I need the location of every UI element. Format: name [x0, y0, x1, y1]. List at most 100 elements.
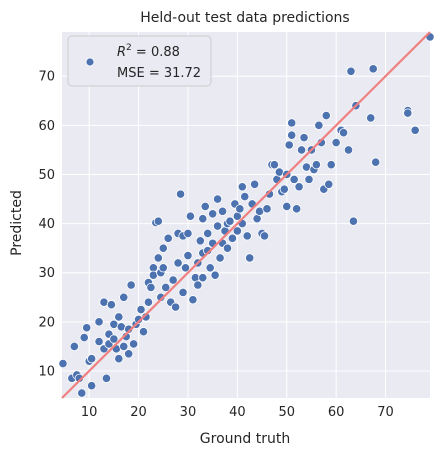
y-tick-label: 70 — [38, 70, 55, 85]
data-point — [289, 174, 299, 184]
y-tick-label: 10 — [38, 364, 55, 379]
data-point — [269, 160, 280, 170]
data-point — [403, 108, 413, 118]
y-tick-label: 60 — [38, 119, 55, 134]
data-point — [227, 233, 238, 243]
data-point — [178, 287, 188, 297]
data-point — [250, 179, 260, 189]
data-point — [143, 297, 154, 307]
data-point — [235, 204, 245, 214]
data-point — [198, 273, 208, 283]
data-point — [124, 349, 134, 359]
data-point — [212, 194, 223, 204]
data-point — [77, 388, 87, 398]
data-point — [114, 354, 124, 364]
data-point — [185, 211, 196, 221]
legend: R2 = 0.88 MSE = 31.72 — [67, 35, 212, 87]
data-point — [82, 323, 92, 333]
x-tick-label: 50 — [278, 405, 295, 420]
legend-r2-superscript: 2 — [126, 43, 132, 53]
data-point — [79, 332, 89, 343]
data-point — [294, 182, 304, 192]
data-points — [58, 32, 435, 398]
data-point — [74, 373, 84, 383]
legend-marker — [85, 57, 95, 67]
y-tick-label: 30 — [38, 266, 55, 281]
data-point — [203, 246, 213, 256]
y-tick-label: 50 — [38, 168, 55, 183]
data-point — [316, 137, 326, 148]
data-point — [264, 189, 275, 199]
legend-r2-label: R2 = 0.88 — [117, 43, 180, 60]
data-point — [119, 292, 129, 302]
x-tick-labels: 10 20 30 40 50 60 70 — [81, 405, 394, 420]
identity-line — [61, 31, 431, 399]
x-axis-title: Ground truth — [200, 431, 290, 447]
x-tick-label: 20 — [130, 405, 147, 420]
data-point — [287, 130, 297, 140]
y-tick-label: 20 — [38, 315, 55, 330]
data-point — [292, 204, 302, 214]
data-point — [225, 216, 235, 226]
legend-frame — [67, 35, 212, 87]
data-point — [215, 253, 225, 263]
data-point — [161, 282, 171, 293]
data-point — [126, 280, 136, 290]
data-point — [136, 304, 146, 315]
data-point — [208, 209, 218, 219]
identity-line-layer — [61, 31, 431, 399]
data-point — [180, 263, 191, 273]
y-tick-label: 40 — [38, 217, 55, 232]
data-point — [282, 201, 292, 212]
data-point — [299, 133, 309, 143]
data-point — [240, 191, 250, 202]
data-point — [343, 145, 354, 155]
data-point — [311, 160, 321, 170]
data-point — [321, 110, 331, 121]
x-tick-label: 10 — [81, 405, 98, 420]
data-point — [94, 336, 104, 347]
data-point — [193, 280, 203, 290]
data-point — [87, 381, 97, 391]
data-point — [153, 216, 163, 226]
data-point — [326, 160, 336, 170]
data-point — [183, 250, 193, 261]
data-point — [284, 140, 294, 150]
data-point — [171, 302, 181, 312]
data-point — [87, 354, 97, 364]
data-point — [338, 128, 349, 138]
data-point — [124, 324, 134, 334]
data-point — [304, 174, 314, 184]
data-point — [222, 243, 233, 253]
data-point — [188, 295, 198, 305]
data-point — [217, 206, 228, 216]
data-point — [237, 182, 247, 192]
data-point — [153, 253, 163, 263]
y-axis-title: Predicted — [9, 190, 25, 256]
data-point — [346, 66, 356, 76]
data-point — [158, 243, 168, 253]
data-point — [101, 373, 112, 383]
data-point — [203, 228, 213, 239]
data-point — [279, 184, 289, 194]
data-point — [109, 334, 119, 344]
data-point — [129, 339, 139, 349]
data-point — [168, 275, 178, 285]
data-point — [410, 125, 420, 135]
data-point — [314, 120, 324, 130]
data-point — [195, 236, 205, 246]
data-point — [348, 216, 359, 226]
data-point — [156, 292, 166, 302]
legend-r2-symbol: R — [117, 45, 126, 60]
data-point — [69, 341, 79, 352]
x-tick-label: 70 — [377, 405, 394, 420]
data-point — [259, 231, 270, 241]
data-point — [232, 226, 242, 236]
data-point — [368, 64, 378, 74]
data-point — [331, 137, 341, 148]
data-point — [119, 341, 129, 352]
data-point — [114, 312, 124, 322]
data-point — [366, 113, 376, 123]
